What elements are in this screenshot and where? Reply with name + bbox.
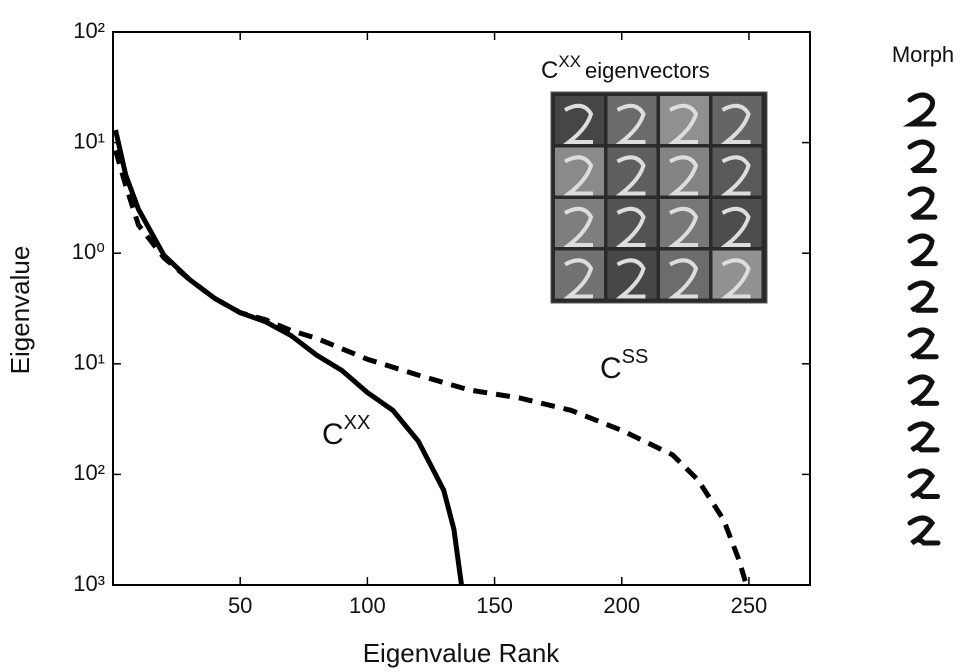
morph-digit — [907, 421, 940, 453]
y-tick-label: 10¹ — [73, 350, 105, 375]
y-tick-label: 10³ — [73, 571, 105, 596]
inset-stroke — [615, 206, 646, 247]
x-tick-label: 100 — [349, 593, 386, 618]
inset-stroke — [615, 155, 646, 196]
annotation-text: C — [600, 352, 622, 385]
morph-digit — [907, 374, 940, 406]
inset-stroke — [563, 206, 594, 247]
inset-cell — [555, 250, 604, 299]
inset-cell — [607, 147, 657, 196]
x-tick-label: 200 — [603, 593, 640, 618]
x-axis-title: Eigenvalue Rank — [363, 638, 561, 668]
inset-cell — [712, 147, 762, 196]
morph-digit — [902, 92, 937, 127]
inset-stroke — [720, 258, 751, 299]
x-tick-label: 50 — [228, 593, 252, 618]
inset-stroke — [720, 206, 751, 247]
annotation-sup: SS — [622, 346, 649, 368]
inset-cell — [660, 250, 709, 299]
annotation-sup: XX — [558, 52, 581, 71]
inset-cell — [607, 199, 657, 247]
annotation-text: eigenvectors — [585, 58, 710, 83]
morph-digits — [902, 92, 941, 546]
inset-cell — [555, 199, 604, 247]
annotation-text: C — [541, 57, 558, 84]
x-tick-label: 250 — [731, 593, 768, 618]
inset-cell — [712, 199, 762, 247]
inset-cell — [555, 147, 604, 196]
side-label: Morph — [892, 42, 954, 67]
inset-cell — [660, 199, 709, 247]
morph-digit — [907, 186, 938, 220]
y-tick-label: 10² — [73, 18, 105, 43]
y-tick-label: 10¹ — [73, 128, 105, 153]
annotation: CXX — [322, 412, 370, 451]
series-line — [113, 129, 464, 586]
morph-digit — [907, 327, 939, 360]
y-axis-title: Eigenvalue — [5, 246, 35, 375]
inset-title: CXX eigenvectors — [541, 52, 710, 84]
inset-stroke — [615, 103, 646, 144]
inset-stroke — [720, 103, 751, 144]
y-tick-label: 10⁰ — [72, 239, 105, 264]
morph-digit — [907, 233, 938, 267]
inset-stroke — [668, 155, 699, 196]
inset-stroke — [563, 258, 594, 299]
inset-stroke — [720, 155, 751, 196]
morph-digit — [907, 515, 941, 546]
inset-stroke — [668, 258, 699, 299]
inset-cell — [660, 147, 709, 196]
annotation-text: C — [322, 418, 344, 451]
inset-stroke — [615, 258, 646, 299]
annotation-sup: XX — [344, 412, 371, 434]
x-tick-label: 150 — [476, 593, 513, 618]
inset-cell — [607, 250, 657, 299]
inset-cell — [712, 96, 762, 144]
annotation: CSS — [600, 346, 648, 385]
inset-cell — [712, 250, 762, 299]
inset-stroke — [668, 206, 699, 247]
inset-cell — [607, 96, 657, 144]
morph-digit — [907, 280, 939, 313]
inset-cell — [555, 96, 604, 144]
inset-stroke — [668, 103, 699, 144]
morph-digit — [907, 468, 941, 499]
eigenvector-inset — [550, 91, 768, 304]
inset-stroke — [563, 155, 594, 196]
inset-stroke — [563, 103, 594, 144]
y-tick-label: 10² — [73, 460, 105, 485]
morph-digit — [907, 139, 937, 174]
series-line — [113, 149, 749, 586]
inset-cell — [660, 96, 709, 144]
